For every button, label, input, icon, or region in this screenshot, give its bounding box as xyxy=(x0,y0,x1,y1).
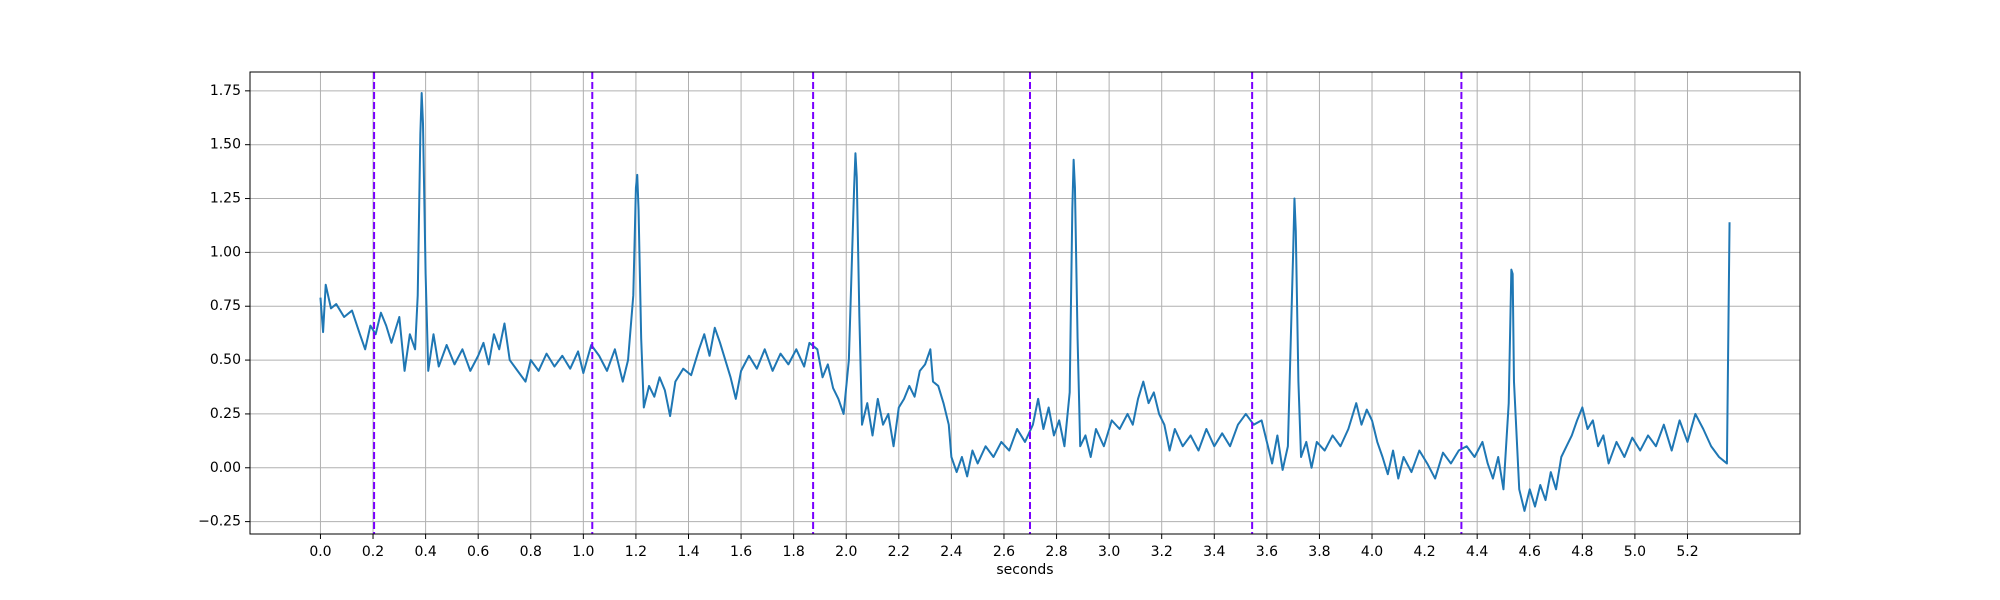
x-tick-label: 2.6 xyxy=(993,544,1015,560)
y-tick-label: 0.25 xyxy=(210,406,241,422)
y-tick-label: 1.75 xyxy=(210,83,241,99)
x-tick-label: 1.6 xyxy=(730,544,752,560)
x-tick-label: 3.0 xyxy=(1098,544,1120,560)
y-tick-label: 1.00 xyxy=(210,244,241,260)
y-tick-label: −0.25 xyxy=(198,514,241,530)
x-tick-label: 5.0 xyxy=(1624,544,1646,560)
x-tick-label: 3.8 xyxy=(1308,544,1330,560)
y-tick-label: 0.00 xyxy=(210,460,241,476)
x-tick-label: 2.4 xyxy=(940,544,962,560)
x-tick-label: 2.0 xyxy=(835,544,857,560)
plot-frame xyxy=(249,71,1801,535)
x-tick-label: 4.6 xyxy=(1519,544,1541,560)
x-tick-label: 0.4 xyxy=(414,544,436,560)
x-tick-label: 0.0 xyxy=(309,544,331,560)
x-tick-label: 4.8 xyxy=(1571,544,1593,560)
x-tick-label: 3.4 xyxy=(1203,544,1225,560)
x-tick-label: 2.8 xyxy=(1045,544,1067,560)
x-tick-label: 3.6 xyxy=(1256,544,1278,560)
x-tick-label: 1.8 xyxy=(783,544,805,560)
x-tick-label: 0.8 xyxy=(520,544,542,560)
x-axis-label: seconds xyxy=(996,562,1053,578)
x-tick-label: 0.2 xyxy=(362,544,384,560)
x-tick-label: 1.0 xyxy=(572,544,594,560)
x-tick-label: 3.2 xyxy=(1151,544,1173,560)
x-tick-label: 2.2 xyxy=(888,544,910,560)
x-tick-label: 4.0 xyxy=(1361,544,1383,560)
x-tick-label: 0.6 xyxy=(467,544,489,560)
y-tick-label: 1.25 xyxy=(210,191,241,207)
x-tick-label: 1.2 xyxy=(625,544,647,560)
y-tick-label: 0.50 xyxy=(210,352,241,368)
y-tick-label: 0.75 xyxy=(210,298,241,314)
x-tick-label: 4.4 xyxy=(1466,544,1488,560)
x-tick-label: 4.2 xyxy=(1413,544,1435,560)
x-tick-label: 5.2 xyxy=(1676,544,1698,560)
signal-line xyxy=(319,92,1731,512)
x-tick-label: 1.4 xyxy=(677,544,699,560)
y-tick-label: 1.50 xyxy=(210,137,241,153)
